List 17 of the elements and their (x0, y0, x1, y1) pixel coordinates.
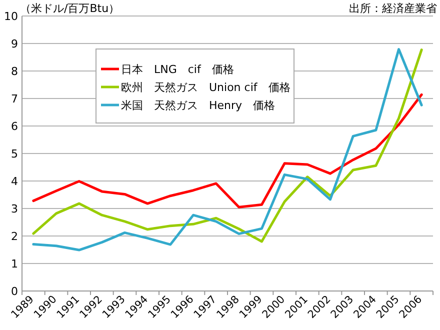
y-tick-label: 5 (11, 148, 18, 160)
y-tick-label: 8 (11, 65, 18, 78)
y-tick-label: 1 (11, 258, 18, 270)
y-axis-title: （米ドル/百万Btu） (20, 2, 120, 15)
legend-label: 欧州 天然ガス Union cif 価格 (121, 81, 290, 94)
legend-label: 米国 天然ガス Henry 価格 (121, 99, 276, 112)
y-tick-label: 7 (11, 92, 18, 106)
y-tick-label: 3 (11, 202, 18, 216)
y-tick-label: 0 (11, 285, 18, 298)
y-tick-label: 2 (11, 230, 18, 243)
line-series (32, 93, 423, 208)
text: 出所：経済産業省 (349, 2, 437, 15)
y-tick-label: 10 (4, 10, 18, 23)
legend-label: 日本 LNG cif 価格 (121, 63, 234, 76)
y-tick-label: 4 (11, 175, 18, 188)
y-tick-label: 9 (11, 38, 18, 50)
y-tick-label: 6 (11, 120, 18, 133)
